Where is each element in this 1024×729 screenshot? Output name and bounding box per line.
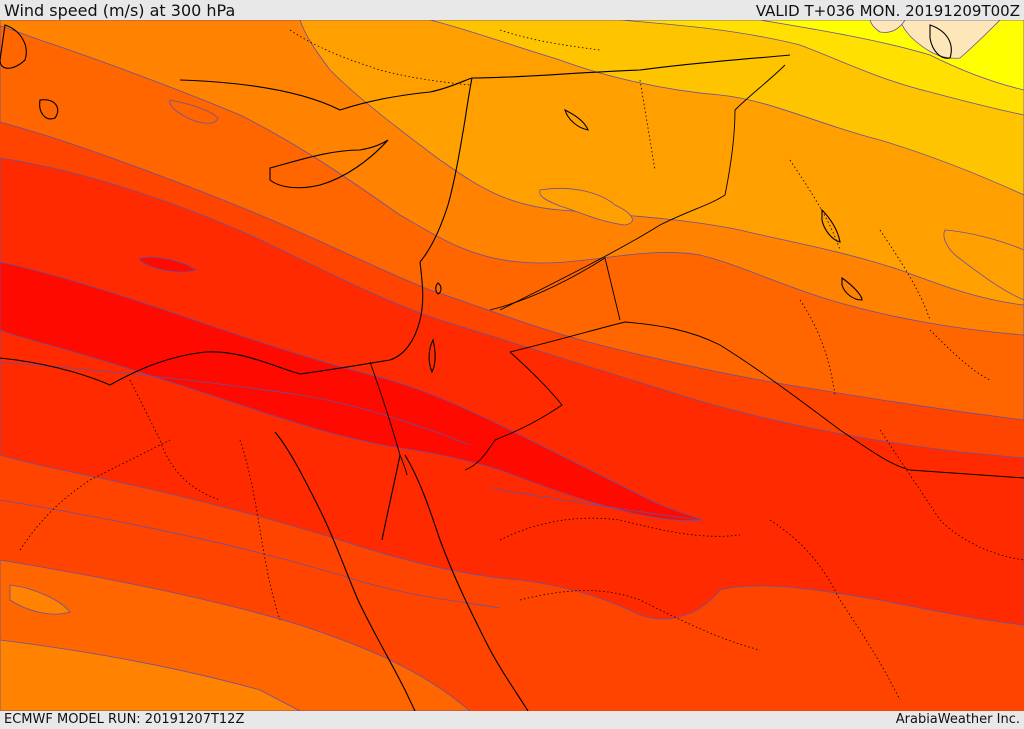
band-pale-n — [899, 20, 1001, 59]
band-pale-n2 — [869, 20, 906, 33]
island-aegean-1 — [39, 99, 59, 120]
band-very-strong — [0, 157, 1024, 626]
border-egypt-sinai — [369, 361, 408, 476]
border-syria-iraq — [499, 64, 786, 311]
border-jordan-saudi — [489, 257, 621, 321]
border-iraq-saudi — [509, 321, 1024, 479]
lake-north — [564, 108, 589, 131]
blob-moderate-high-cyprus — [169, 99, 219, 124]
header-bar: Wind speed (m/s) at 300 hPa VALID T+036 … — [0, 0, 1024, 20]
band-moderate-sw — [0, 639, 301, 711]
map-title: Wind speed (m/s) at 300 hPa — [4, 1, 236, 20]
sea-of-galilee — [435, 282, 442, 295]
coast-red-sea-east — [404, 454, 529, 711]
credit: ArabiaWeather Inc. — [895, 712, 1020, 727]
blob-moderate-low-syria — [539, 187, 633, 226]
border-saudi-jordan-2 — [464, 351, 563, 471]
band-moderate-sw-blob — [9, 584, 71, 615]
lake-east-1 — [821, 208, 841, 243]
jet-core-blob — [139, 256, 197, 273]
blob-moderate-low-east — [943, 229, 1024, 301]
island-aegean-2 — [0, 24, 27, 69]
dead-sea — [428, 338, 436, 374]
cyprus — [269, 139, 389, 189]
wind-speed-map[interactable] — [0, 20, 1024, 711]
coast-turkey — [179, 54, 791, 111]
coast-levant — [419, 77, 473, 263]
valid-time: VALID T+036 MON. 20191209T00Z — [755, 2, 1020, 20]
coast-gulf-aqaba — [381, 454, 401, 541]
coast-red-sea-west — [274, 431, 416, 711]
coast-egypt — [0, 261, 424, 386]
jet-core — [0, 261, 703, 521]
model-run: ECMWF MODEL RUN: 20191207T12Z — [4, 712, 245, 727]
lake-east-2 — [841, 276, 863, 301]
footer-bar: ECMWF MODEL RUN: 20191207T12Z ArabiaWeat… — [0, 711, 1024, 729]
lake-van — [929, 24, 952, 59]
